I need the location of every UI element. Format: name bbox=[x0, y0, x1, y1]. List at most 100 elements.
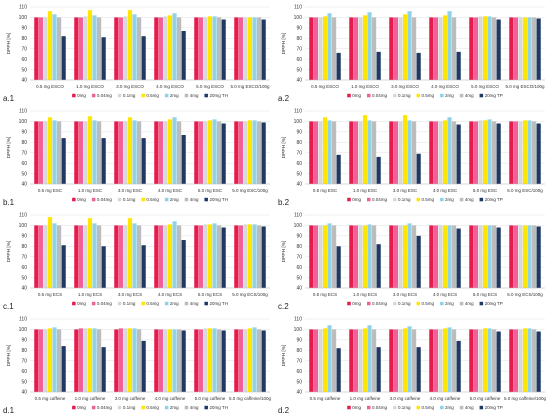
bar bbox=[322, 117, 328, 184]
bar bbox=[509, 17, 514, 80]
bar bbox=[492, 225, 497, 288]
bar bbox=[92, 328, 97, 392]
legend-label: 0.04mg bbox=[372, 405, 388, 410]
bar bbox=[141, 36, 146, 80]
y-tick-label: 110 bbox=[294, 109, 302, 115]
bar bbox=[154, 17, 159, 80]
bar bbox=[158, 225, 163, 288]
y-tick-label: 80 bbox=[21, 36, 27, 42]
y-tick-label: 100 bbox=[294, 223, 303, 229]
y-tick-label: 100 bbox=[294, 327, 303, 333]
panel-label: a.2 bbox=[278, 94, 290, 103]
legend-label: 0.5mg bbox=[146, 93, 159, 98]
y-tick-label: 70 bbox=[296, 358, 302, 364]
legend-swatch bbox=[117, 93, 122, 98]
bar bbox=[158, 17, 163, 80]
x-category-label: 4.0 mg ESC bbox=[433, 188, 458, 193]
bar bbox=[221, 330, 226, 392]
legend-swatch bbox=[416, 93, 421, 98]
x-category-label: 1.0 mg ECS bbox=[78, 292, 102, 297]
legend-swatch bbox=[91, 197, 96, 202]
legend-swatch bbox=[459, 301, 464, 306]
legend: 0mg 0.04mg 0.1mg 0.5mg 2mg 4mg 20mg TH bbox=[72, 301, 228, 306]
legend-label: 0.04mg bbox=[372, 93, 388, 98]
bar bbox=[257, 121, 262, 184]
x-category-label: 0.5 mg ESCO bbox=[36, 84, 64, 89]
bar bbox=[34, 121, 39, 184]
bar bbox=[47, 217, 53, 288]
panel-label: b.2 bbox=[278, 198, 290, 207]
bar bbox=[407, 223, 412, 288]
x-category-label: 0.5 mg ESC bbox=[38, 188, 63, 193]
bar bbox=[309, 329, 314, 392]
x-category-label: 4.0 mg ECS bbox=[158, 292, 182, 297]
bar bbox=[167, 119, 173, 184]
bar bbox=[492, 17, 497, 80]
legend-swatch bbox=[164, 197, 169, 202]
bar bbox=[217, 17, 222, 80]
bar bbox=[536, 331, 541, 392]
bar bbox=[496, 331, 501, 392]
legend-swatch bbox=[117, 197, 122, 202]
legend-swatch bbox=[459, 405, 464, 410]
bar bbox=[527, 120, 532, 184]
bar bbox=[398, 121, 403, 184]
legend-label: 0.5mg bbox=[146, 301, 159, 306]
bar bbox=[97, 17, 102, 80]
bar bbox=[518, 121, 523, 184]
legend-label: 20mg TP bbox=[485, 301, 503, 306]
y-tick-label: 50 bbox=[296, 275, 302, 281]
y-tick-label: 70 bbox=[296, 254, 302, 260]
bar bbox=[318, 225, 323, 288]
legend-label: 0.1mg bbox=[398, 405, 411, 410]
bar bbox=[114, 17, 119, 80]
x-category-label: 4.0 mg caffeine bbox=[155, 396, 186, 401]
y-tick-label: 90 bbox=[296, 26, 302, 32]
legend-label: 0.5mg bbox=[146, 405, 159, 410]
bar bbox=[261, 330, 266, 392]
legend-label: 2mg bbox=[170, 301, 179, 306]
panel-label: a.1 bbox=[3, 94, 15, 103]
y-axis-label: DPPH [%] bbox=[6, 241, 12, 263]
legend-swatch bbox=[440, 301, 444, 306]
bar bbox=[522, 328, 528, 392]
x-category-label: 4.0 mg ESCO bbox=[431, 84, 459, 89]
bar bbox=[362, 225, 368, 288]
panel-label: c.1 bbox=[3, 302, 14, 311]
x-category-label: 5.0 mg ESCO/100g bbox=[505, 84, 545, 89]
bar-chart: 40 50 60 70 80 90 100 110 DPPH [%] 0.5 mg ESC 1.0 … bbox=[3, 109, 270, 207]
y-tick-label: 110 bbox=[19, 317, 27, 323]
legend-swatch bbox=[416, 405, 421, 410]
legend-label: 20mg TH bbox=[209, 301, 227, 306]
bar bbox=[61, 245, 66, 288]
bar bbox=[43, 121, 48, 184]
bar bbox=[536, 123, 541, 184]
legend: 0mg 0.04mg 0.1mg 0.5mg 2mg 4mg 20mg TP bbox=[347, 405, 503, 410]
legend-swatch bbox=[164, 301, 169, 306]
y-tick-label: 50 bbox=[296, 379, 302, 385]
bar bbox=[322, 328, 328, 392]
bar bbox=[43, 329, 48, 392]
bar bbox=[57, 329, 62, 392]
bar bbox=[402, 14, 408, 80]
x-category-label: 3.0 mg ESC bbox=[393, 188, 418, 193]
panel-a-2: 40 50 60 70 80 90 100 110 DPPH [%] 0.5 mg ESCO 1.0… bbox=[275, 0, 550, 104]
bar bbox=[247, 328, 253, 392]
bar bbox=[438, 225, 443, 288]
legend: 0mg 0.04mg 0.1mg 0.5mg 2mg 4mg 20mg TP bbox=[347, 197, 503, 202]
bar bbox=[243, 329, 248, 392]
bar bbox=[52, 14, 57, 80]
y-axis-label: DPPH [%] bbox=[281, 137, 287, 159]
bar bbox=[412, 121, 417, 184]
bar bbox=[332, 121, 337, 184]
bar bbox=[83, 328, 88, 392]
bar bbox=[527, 328, 532, 392]
bar bbox=[362, 328, 368, 392]
legend-label: 4mg bbox=[465, 405, 474, 410]
y-tick-label: 90 bbox=[21, 130, 27, 136]
bar bbox=[327, 223, 332, 288]
x-category-label: 5.0 mg ESCO/100g bbox=[230, 84, 270, 89]
legend-swatch bbox=[164, 405, 169, 410]
bar bbox=[412, 225, 417, 288]
bar bbox=[238, 17, 243, 80]
